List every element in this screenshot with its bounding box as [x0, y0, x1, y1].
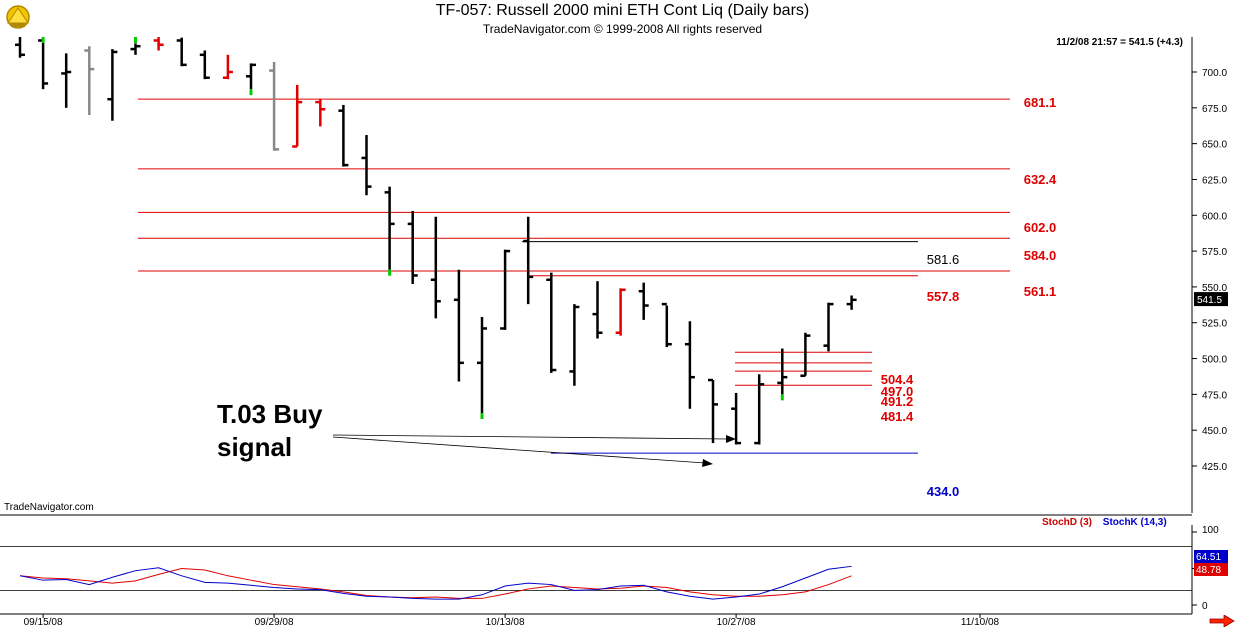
price-levels: 681.1 632.4 602.0 584.0 581.6 561.1 557.8 504.4… [138, 95, 1057, 499]
ohlc-bar [130, 43, 141, 55]
date-label: 09/15/08 [24, 617, 63, 628]
stoch-k-label: StochK (14,3) [1102, 517, 1167, 528]
ohlc-bar [800, 332, 811, 377]
date-label: 10/13/08 [486, 617, 525, 628]
ohlc-bar [107, 49, 118, 121]
signal-arrowhead-1 [726, 435, 736, 443]
price-tick-label: 625.0 [1202, 175, 1227, 186]
ohlc-bar [61, 53, 72, 108]
ohlc-bar [430, 216, 441, 319]
indicator-legend: StochD (3) StochK (14,3) [1042, 517, 1167, 528]
date-label: 11/10/08 [961, 617, 1000, 628]
price-tick-label: 650.0 [1202, 140, 1227, 151]
ohlc-bar [777, 348, 788, 395]
price-tick-label: 575.0 [1202, 247, 1227, 258]
copyright-text: TradeNavigator.com © 1999-2008 All right… [482, 22, 763, 36]
ohlc-bar [315, 99, 326, 127]
ohlc-bar [407, 210, 418, 285]
ohlc-bar [269, 61, 280, 151]
stoch-d-value-box [1194, 563, 1228, 576]
ohlc-bar [338, 104, 349, 167]
ohlc-bar [823, 302, 834, 352]
date-label: 09/29/08 [255, 617, 294, 628]
date-axis: 09/15/08 09/29/08 10/13/08 10/27/08 11/10/08 [24, 614, 1000, 628]
level-label-557-8: 557.8 [927, 289, 960, 304]
ohlc-bar [292, 84, 303, 148]
ohlc-bar [176, 37, 187, 67]
signal-arrowhead-2 [702, 459, 713, 467]
chart-frame [0, 37, 1193, 615]
level-label-681-1: 681.1 [1024, 95, 1057, 110]
price-bars [15, 37, 857, 445]
stoch-d-label: StochD (3) [1042, 517, 1092, 528]
level-label-632-4: 632.4 [1024, 172, 1057, 187]
last-price-label: 541.5 [1197, 295, 1222, 306]
price-tick-label: 600.0 [1202, 211, 1227, 222]
price-readout: 11/2/08 21:57 = 541.5 (+4.3) [1056, 37, 1183, 48]
stoch-series-d [19, 567, 852, 599]
price-tick-label: 450.0 [1202, 426, 1227, 437]
level-label-497-0: 497.0 [881, 384, 914, 399]
ohlc-bar [246, 63, 256, 90]
ohlc-bar [361, 135, 372, 196]
ohlc-bar [477, 316, 487, 413]
last-price-box [1194, 292, 1228, 307]
price-tick-label: 550.0 [1202, 283, 1227, 294]
price-axis: 425.0 450.0 475.0 500.0 525.0 550.0 575.0 600.0… [1192, 68, 1228, 473]
ohlc-bar [846, 295, 857, 310]
level-label-434-0: 434.0 [927, 484, 960, 499]
trade-navigator-logo-icon [6, 5, 30, 29]
price-tick-label: 675.0 [1202, 104, 1227, 115]
stoch-tick-label: 100 [1202, 525, 1219, 536]
ohlc-bar [638, 282, 649, 320]
chart-title: TF-057: Russell 2000 mini ETH Cont Liq (… [435, 2, 810, 19]
ohlc-bar [222, 54, 233, 80]
scroll-right-arrow-icon[interactable] [1209, 615, 1235, 627]
price-tick-label: 525.0 [1202, 319, 1227, 330]
ohlc-bar [615, 288, 626, 336]
ohlc-bar [84, 46, 95, 115]
level-label-584-0: 584.0 [1024, 248, 1057, 263]
ohlc-bar [199, 50, 210, 80]
level-label-561-1: 561.1 [1024, 284, 1057, 299]
ohlc-bar [592, 281, 603, 339]
brand-text: TradeNavigator.com [4, 502, 94, 513]
ohlc-bar [500, 249, 511, 330]
level-label-602-0: 602.0 [1024, 220, 1057, 235]
ohlc-bar [569, 304, 580, 386]
ohlc-bar [453, 269, 464, 382]
annotation-line1: T.03 Buy [217, 399, 323, 429]
level-label-581-6: 581.6 [927, 252, 960, 267]
signal-arrow-2 [332, 436, 706, 464]
ohlc-bar [546, 272, 557, 373]
price-tick-label: 475.0 [1202, 390, 1227, 401]
price-tick-label: 500.0 [1202, 355, 1227, 366]
annotation-line2: signal [217, 432, 292, 462]
ohlc-bar [731, 392, 742, 445]
ohlc-bar [38, 37, 49, 90]
level-label-504-4: 504.4 [881, 372, 914, 387]
ohlc-bar [523, 216, 534, 305]
price-tick-label: 700.0 [1202, 68, 1227, 79]
level-label-491-2: 491.2 [881, 394, 914, 409]
date-label: 10/27/08 [717, 617, 756, 628]
level-label-481-4: 481.4 [881, 409, 914, 424]
stoch-series-k [19, 565, 852, 600]
stoch-d-value: 48.78 [1196, 565, 1221, 576]
ohlc-bar [153, 37, 164, 51]
stoch-tick-label: 0 [1202, 601, 1208, 612]
price-tick-label: 425.0 [1202, 462, 1227, 473]
ohlc-bar [708, 378, 718, 444]
stoch-k-value: 64.51 [1196, 552, 1221, 563]
ohlc-bar [15, 37, 25, 58]
ohlc-bar [661, 302, 672, 348]
ohlc-bar [684, 321, 695, 409]
ohlc-bar [754, 374, 765, 445]
signal-arrow-1 [332, 434, 729, 440]
ohlc-bar [384, 186, 395, 270]
stoch-k-value-box [1194, 550, 1228, 563]
